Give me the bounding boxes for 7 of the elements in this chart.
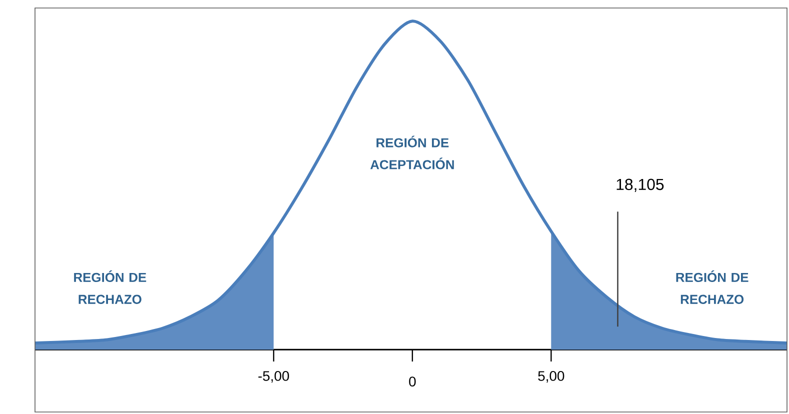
annotation: REGIÓN DE RECHAZO — [74, 270, 146, 304]
x-tick-label: -5,00 — [258, 371, 289, 383]
annotation: 18,105 — [616, 178, 664, 192]
x-tick-label: 0 — [409, 376, 416, 387]
annotation: REGIÓN DE ACEPTACIÓN — [370, 136, 454, 170]
x-tick-label: 5,00 — [538, 371, 564, 383]
annotation: REGIÓN DE RECHAZO — [676, 270, 748, 304]
